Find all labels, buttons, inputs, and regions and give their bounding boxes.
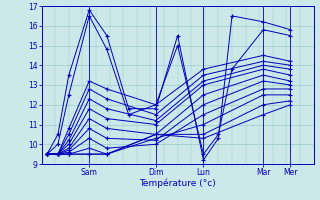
X-axis label: Température (°c): Température (°c) xyxy=(139,179,216,188)
